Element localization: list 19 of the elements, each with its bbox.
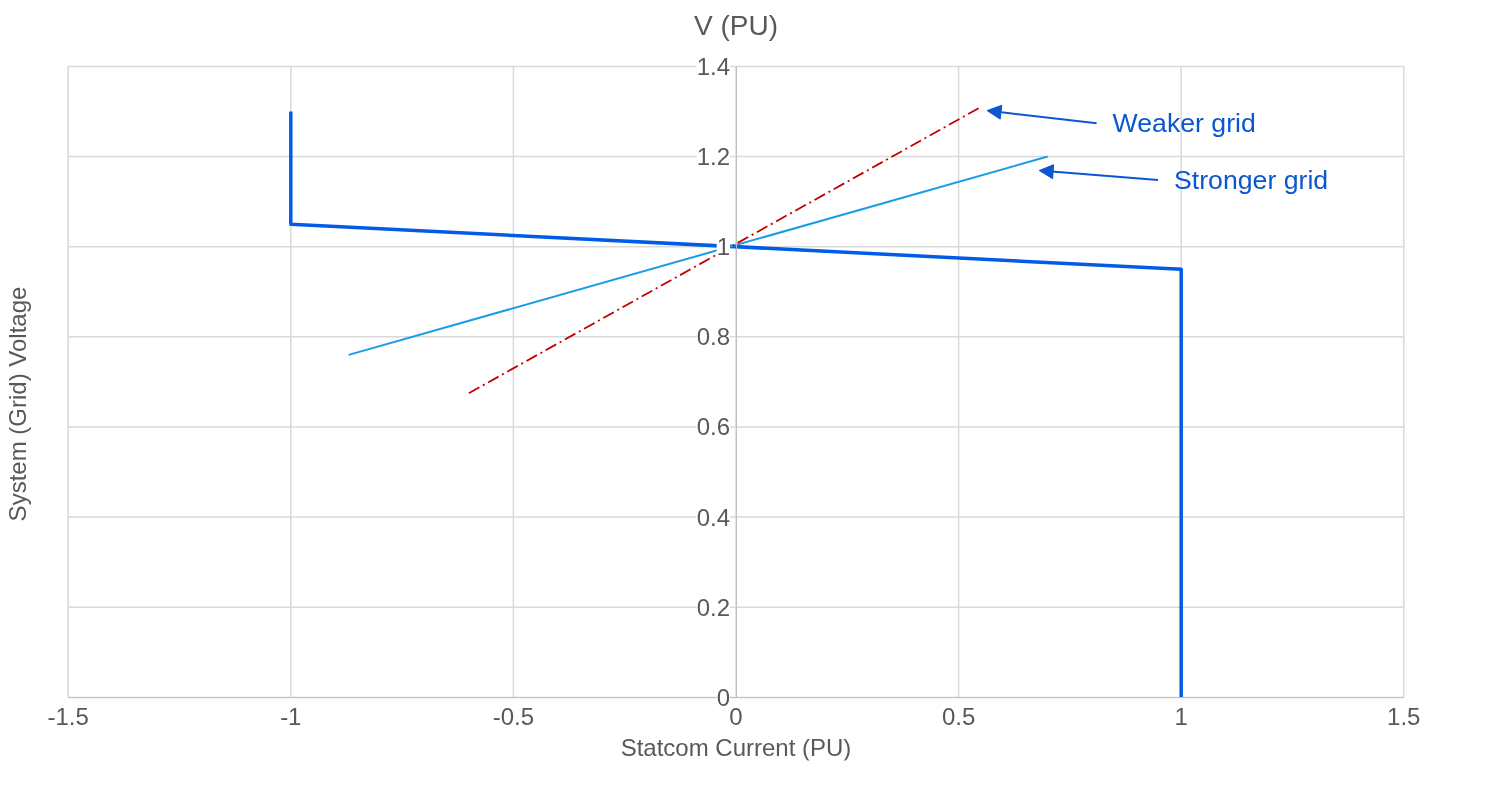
x-axis-title: Statcom Current (PU) [620, 733, 852, 761]
y-tick-label: 0 [716, 683, 731, 711]
annotation: Stronger grid [1174, 165, 1329, 195]
y-tick-label: 0.2 [696, 593, 731, 621]
x-tick-label: 1 [1174, 703, 1188, 731]
y-tick-label: 1.2 [696, 143, 731, 171]
x-tick-label: 1.5 [1387, 703, 1421, 731]
x-tick-label: -1.5 [47, 703, 89, 731]
y-tick-label: 1.4 [696, 52, 731, 80]
y-tick-label: 0.4 [696, 503, 731, 531]
y-tick-label: 0.6 [696, 413, 731, 441]
x-tick-label: -0.5 [492, 703, 535, 731]
y-tick-label: 0.8 [696, 323, 731, 351]
x-tick-label: 0.5 [941, 703, 976, 731]
x-tick-label: -1 [280, 703, 302, 731]
y-tick-label: 1 [716, 233, 731, 261]
annotation: Weaker grid [1112, 108, 1256, 139]
y-axis-title: System (Grid) Voltage [3, 286, 31, 522]
chart-title: V (PU) [694, 9, 778, 41]
